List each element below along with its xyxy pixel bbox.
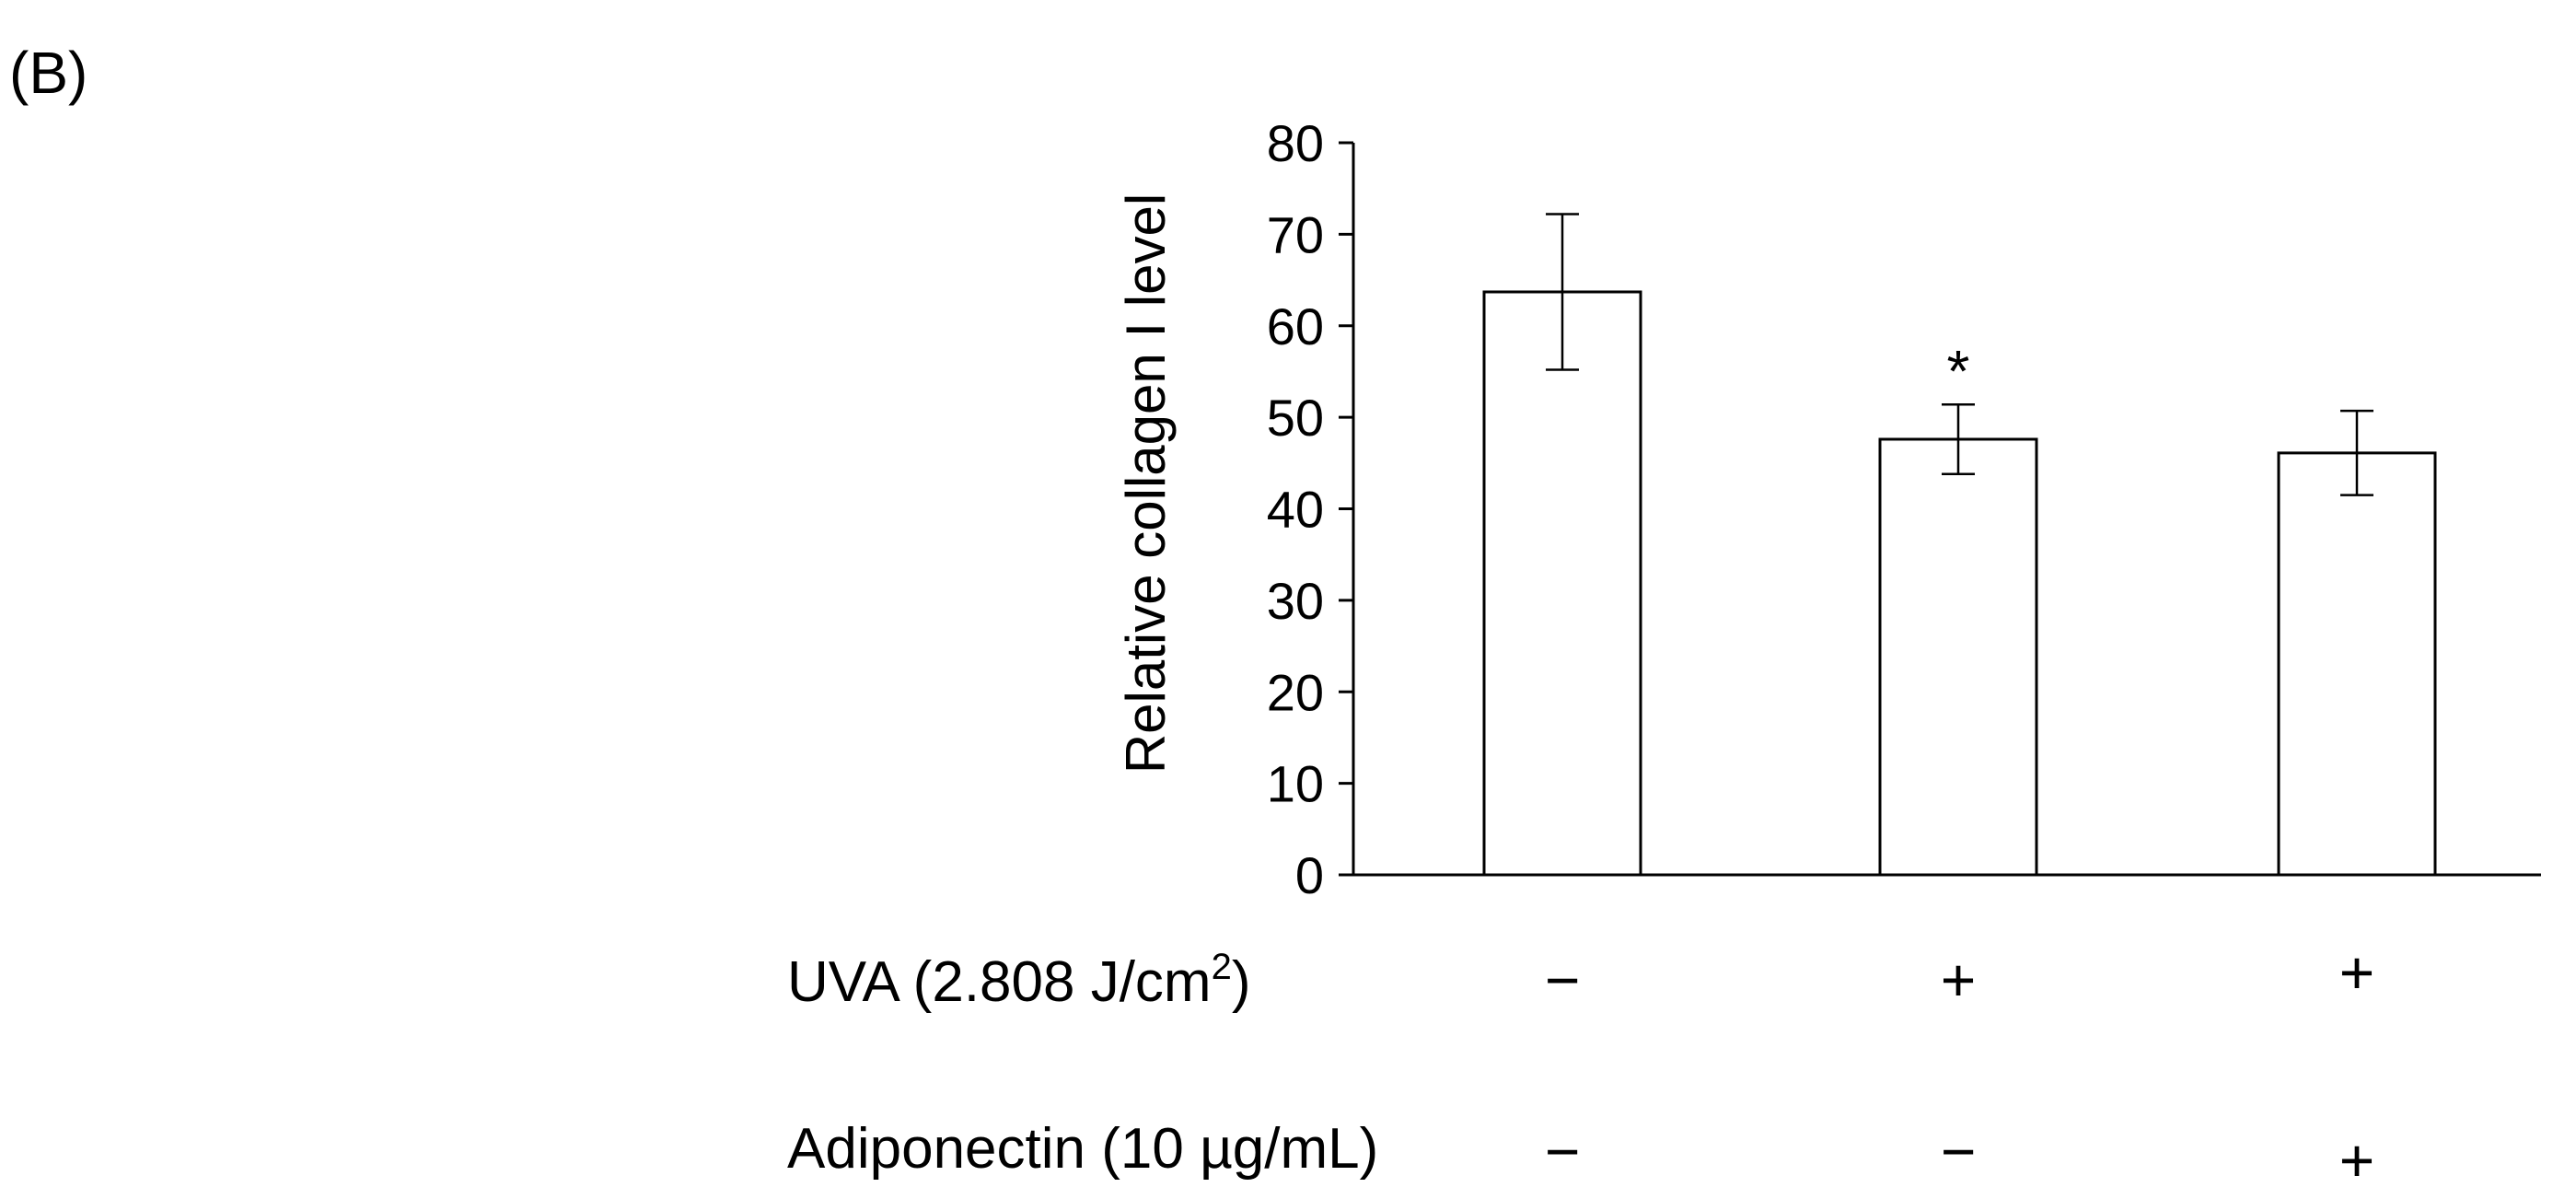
panel-label: (B)	[9, 40, 88, 106]
y-tick-label-10: 10	[1267, 755, 1324, 813]
chart-bars	[1482, 290, 2437, 877]
bar-2	[1878, 437, 2038, 877]
y-tick-label-0: 0	[1295, 846, 1324, 904]
y-tick-label-80: 80	[1267, 114, 1324, 172]
uva-value-3: +	[2338, 938, 2375, 1007]
condition-label-uva: UVA (2.808 J/cm2)	[787, 947, 1251, 1014]
chart-error-bars: *	[1546, 213, 2373, 496]
y-tick-label-70: 70	[1267, 205, 1324, 263]
adiponectin-value-3: +	[2338, 1126, 2375, 1194]
y-axis-label: Relative collagen I level	[1115, 193, 1177, 774]
bar-3	[2277, 451, 2437, 877]
uva-value-2: +	[1940, 946, 1977, 1014]
y-tick-label-30: 30	[1267, 572, 1324, 630]
y-tick-label-40: 40	[1267, 481, 1324, 539]
condition-label-adiponectin: Adiponectin (10 µg/mL)	[787, 1117, 1379, 1181]
bar-1	[1482, 290, 1642, 877]
y-tick-label-60: 60	[1267, 297, 1324, 355]
uva-value-1: −	[1544, 946, 1581, 1014]
significance-marker-2: *	[1947, 338, 1970, 404]
y-tick-label-20: 20	[1267, 663, 1324, 721]
adiponectin-value-2: −	[1940, 1117, 1977, 1185]
adiponectin-value-1: −	[1544, 1117, 1581, 1185]
y-tick-label-50: 50	[1267, 389, 1324, 447]
